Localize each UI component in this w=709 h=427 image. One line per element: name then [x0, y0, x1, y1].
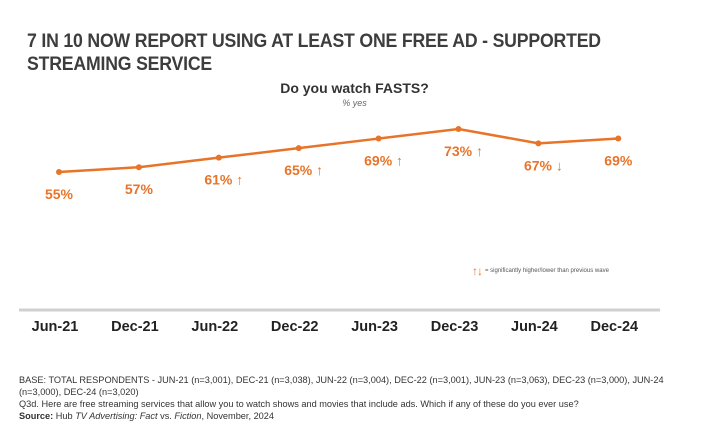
data-label: 67% ↓	[524, 157, 563, 173]
base-note: BASE: TOTAL RESPONDENTS - JUN-21 (n=3,00…	[19, 375, 664, 397]
data-label: 57%	[125, 181, 154, 197]
data-label: 65% ↑	[284, 162, 323, 178]
x-tick-label: Jun-21	[32, 319, 79, 335]
data-label: 69% ↑	[364, 153, 403, 169]
arrow-up-icon: ↑	[472, 264, 478, 278]
series-line	[58, 127, 619, 174]
significance-legend: ↑ ↓ = significantly higher/lower than pre…	[472, 264, 609, 278]
x-tick-label: Jun-22	[191, 319, 238, 335]
data-point	[615, 135, 622, 142]
x-tick-label: Dec-21	[111, 319, 159, 335]
data-point	[455, 126, 462, 132]
data-point	[295, 145, 302, 152]
source-date: , November, 2024	[201, 411, 275, 421]
source-text: Hub	[53, 411, 76, 421]
source-text-2: vs.	[157, 411, 175, 421]
source-label: Source:	[19, 411, 54, 421]
x-tick-label: Jun-23	[351, 319, 398, 335]
slide-title: 7 IN 10 NOW REPORT USING AT LEAST ONE FR…	[27, 31, 601, 75]
data-point	[375, 135, 382, 142]
chart-subtitle: % yes	[342, 98, 367, 108]
x-tick-label: Dec-22	[271, 319, 319, 335]
data-label: 55%	[45, 186, 74, 202]
source-title-2: Fiction	[174, 411, 202, 421]
source-title-1: TV Advertising: Fact	[75, 411, 158, 421]
arrow-down-icon: ↓	[477, 264, 483, 278]
source-note: Source: Hub TV Advertising: Fact vs. Fic…	[19, 410, 679, 422]
question-note: Q3d. Here are free streaming services th…	[19, 399, 579, 409]
data-point	[535, 140, 542, 147]
data-point	[135, 164, 142, 171]
data-point	[56, 169, 62, 175]
x-tick-label: Dec-24	[591, 319, 639, 335]
x-tick-label: Dec-23	[431, 319, 479, 335]
data-point	[215, 154, 222, 161]
legend-text: = significantly higher/lower than previo…	[485, 268, 609, 274]
chart-title: Do you watch FASTS?	[280, 80, 429, 96]
footnote: BASE: TOTAL RESPONDENTS - JUN-21 (n=3,00…	[19, 374, 679, 422]
data-label: 73% ↑	[444, 143, 483, 159]
data-label: 61% ↑	[204, 172, 243, 188]
x-tick-label: Jun-24	[511, 319, 558, 335]
data-label: 69%	[604, 153, 633, 169]
